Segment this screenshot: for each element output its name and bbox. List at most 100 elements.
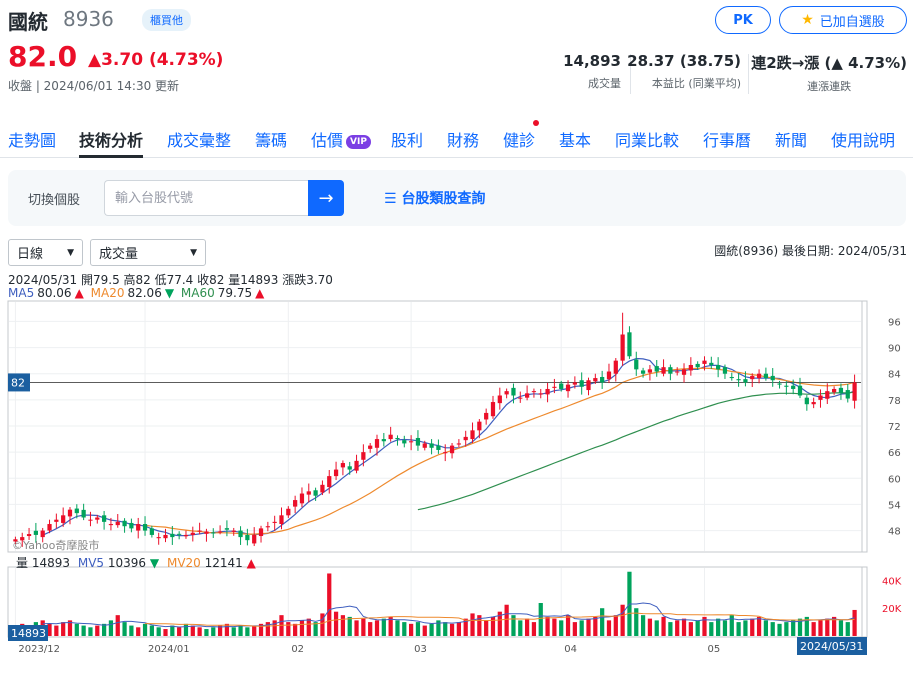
candle-body [729,376,734,379]
candle-body [756,373,762,379]
volume-bar [347,616,352,636]
volume-bar [265,622,270,636]
volume-bar [695,620,700,636]
axis-labels: 96 90 84 78 72 66 60 54 48 2023/12 2024/01 02 03 04 05… [8,317,902,655]
mv5-line [42,602,855,628]
tab-trend[interactable]: 走勢圖 [8,131,57,150]
tab-trades[interactable]: 成交彙整 [167,131,232,150]
x-tick-label: 04 [564,644,577,655]
tab-basic[interactable]: 基本 [559,131,592,150]
candle-body [333,469,339,477]
mv20-dir: ▲ [246,556,256,570]
candle-body [299,493,305,504]
market-badge[interactable]: 櫃買他 [142,9,191,31]
tab-dividend[interactable]: 股利 [391,131,424,150]
candle-body [647,369,653,373]
candle-body [354,460,359,471]
last-date-label: 2024/05/31 [800,640,863,653]
candle-body [777,383,782,385]
candle-body [606,371,612,380]
candle-body [122,520,127,527]
tab-news[interactable]: 新聞 [775,131,808,150]
volume-bar [54,625,59,636]
volume-bar [743,620,748,636]
candle-body [47,524,52,531]
candle-body [252,534,257,544]
volume-bar [449,623,455,636]
candle-body [13,539,18,542]
candle-body [286,508,291,516]
candle-body [265,526,270,528]
candle-body [163,534,168,539]
volume-bar [272,620,277,636]
volume-bar [845,622,850,636]
volume-bar [177,627,182,636]
volume-bar [224,623,230,636]
volume-bar [702,616,707,636]
mv5-dir: ▼ [149,556,160,570]
candle-body [33,530,38,535]
price-tick-label: 72 [888,422,901,433]
star-icon: ★ [801,12,814,28]
volume-bar [797,618,803,636]
candle-body [108,524,114,526]
candle-body [524,393,530,398]
tab-help[interactable]: 使用說明 [831,131,896,150]
volume-bar [238,625,243,636]
notification-dot [533,120,539,126]
volume-bar [640,615,646,636]
tab-peer[interactable]: 同業比較 [615,131,680,150]
candle-body [518,397,523,399]
technical-chart[interactable]: 96 90 84 78 72 66 60 54 48 2023/12 2024/01 02 03 04 05… [0,300,913,660]
volume-bar [327,573,332,636]
volume-bar [791,620,796,636]
volume-bar [361,618,366,636]
mv20-label: MV20 [166,556,201,570]
tab-valuation[interactable]: 估價 VIP [311,127,371,151]
price-tick-label: 84 [888,370,901,381]
candle-body [688,365,693,371]
volume-bar [293,623,298,636]
candle-body [565,384,571,392]
ma60-label: MA60 [180,286,215,300]
tab-calendar[interactable]: 行事曆 [703,131,752,150]
candle-body [791,385,796,389]
volume-bar [559,620,564,636]
candle-body [190,532,195,535]
candle-body [142,524,148,531]
pk-button[interactable]: PK [715,6,771,34]
tab-chips[interactable]: 籌碼 [255,131,288,150]
volume-bar [668,622,673,636]
search-submit-button[interactable]: → [308,180,344,216]
chart-grid [9,302,861,636]
category-query-link[interactable]: ☰ 台股類股查詢 [384,188,485,208]
tab-health[interactable]: 健診 [503,131,536,150]
indicator-value: 成交量 [99,247,139,262]
candle-body [204,531,209,534]
stock-code-input[interactable] [104,180,308,216]
volume-bar [211,627,216,636]
volume-bar [61,622,66,636]
candle-body [593,378,598,382]
period-select[interactable]: 日線 ▼ [8,239,83,266]
tab-finance[interactable]: 財務 [447,131,480,150]
candle-body [395,437,400,440]
candle-body [238,530,243,538]
volume-bar [443,622,448,636]
tab-technical[interactable]: 技術分析 [79,131,144,150]
candle-body [702,360,707,364]
stat-streak-label: 連漲連跌 [807,80,852,93]
favorite-button[interactable]: ★ 已加自選股 [779,6,907,34]
volume-bar [170,625,175,636]
volume-bar [197,627,202,636]
candle-body [149,528,154,535]
candle-body [381,439,386,442]
candle-body [490,402,496,417]
candle-body [722,367,728,374]
indicator-select[interactable]: 成交量 ▼ [90,239,206,266]
volume-bar [477,615,482,636]
volume-bar [756,616,762,636]
candle-body [579,380,584,387]
last-date-tag [797,637,867,655]
candle-body [449,445,455,454]
